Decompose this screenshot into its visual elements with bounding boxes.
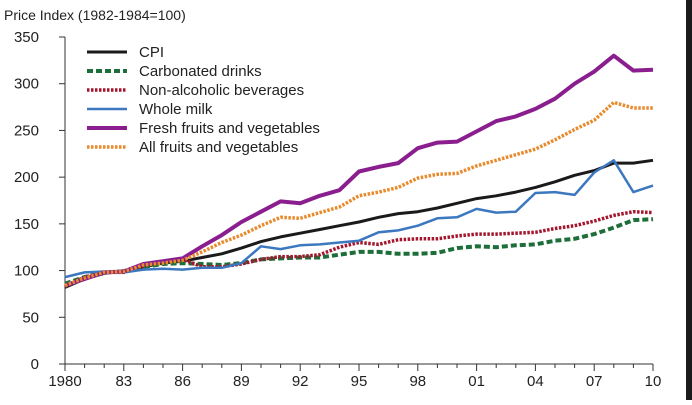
y-tick-label: 0 (31, 356, 39, 373)
x-tick-label: 83 (115, 373, 132, 390)
legend-label-non-alcoholic-beverages: Non-alcoholic beverages (139, 82, 304, 99)
series-line-fresh-fruits-and-vegetables (64, 53, 654, 288)
legend: CPI Carbonated drinks Non-alcoholic bevera… (87, 44, 320, 156)
x-tick-label: 1980 (48, 373, 81, 390)
legend-label-whole-milk: Whole milk (139, 101, 213, 118)
x-tick-label: 07 (586, 373, 603, 390)
series-line-all-fruits-and-vegetables (64, 100, 653, 288)
axes: 0 50 100 150 200 250 300 350 1980 83 86 89 92 95 98 01 0… (14, 29, 661, 390)
x-tick-label: 04 (527, 373, 544, 390)
y-tick-label: 300 (14, 76, 39, 93)
legend-label-fresh-fruits-and-vegetables: Fresh fruits and vegetables (139, 120, 320, 137)
x-tick-label: 95 (351, 373, 368, 390)
y-tick-label: 350 (14, 29, 39, 46)
y-axis-label: Price Index (1982-1984=100) (4, 7, 186, 23)
x-tick-label: 89 (233, 373, 250, 390)
y-tick-label: 250 (14, 122, 39, 139)
x-tick-label: 92 (292, 373, 309, 390)
x-tick-label: 86 (174, 373, 191, 390)
x-tick-label: 01 (468, 373, 485, 390)
y-tick-label: 100 (14, 263, 39, 280)
legend-label-carbonated-drinks: Carbonated drinks (139, 63, 262, 80)
series-line-carbonated-drinks (64, 217, 654, 286)
legend-label-all-fruits-and-vegetables: All fruits and vegetables (139, 139, 298, 156)
line-chart: Price Index (1982-1984=100) 0 50 100 150 200… (4, 7, 661, 390)
x-tick-label: 98 (409, 373, 426, 390)
y-tick-label: 200 (14, 169, 39, 186)
series-line-whole-milk (64, 159, 654, 279)
legend-label-cpi: CPI (139, 44, 164, 61)
x-tick-label: 10 (645, 373, 662, 390)
y-tick-label: 50 (22, 309, 39, 326)
y-tick-label: 150 (14, 216, 39, 233)
series-lines (64, 53, 654, 289)
window-edge (686, 0, 692, 400)
